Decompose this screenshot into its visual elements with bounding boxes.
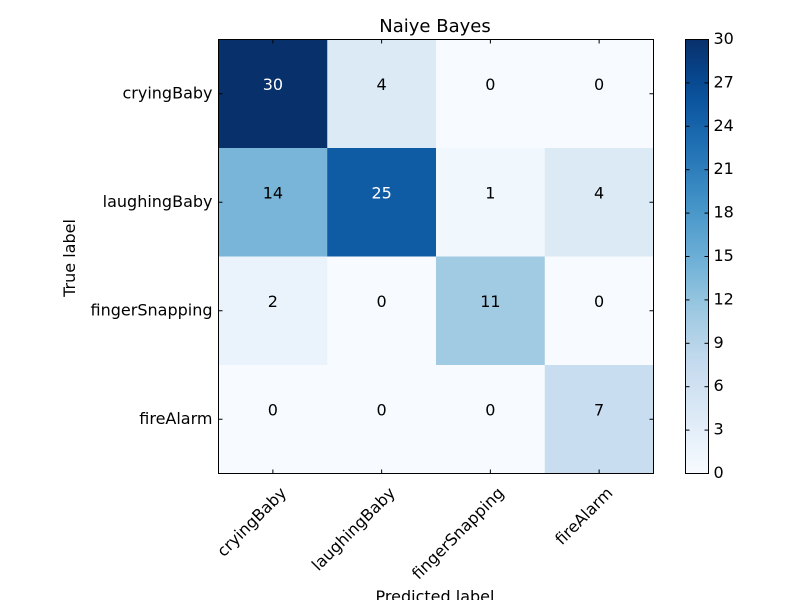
x-tick-label: fingerSnapping (408, 483, 508, 583)
heatmap-cell (436, 148, 546, 257)
cell-value-label: 1 (485, 183, 495, 202)
cell-value-label: 0 (377, 400, 387, 419)
heatmap-cell (327, 148, 437, 257)
colorbar-tick-label: 9 (714, 333, 724, 352)
heatmap-cell (218, 148, 328, 257)
y-tick-label: cryingBaby (123, 83, 213, 102)
colorbar-tick-label: 24 (714, 116, 734, 135)
heatmap-cell (544, 39, 654, 149)
colorbar-tick-label: 6 (714, 376, 724, 395)
cell-value-label: 0 (594, 292, 604, 311)
colorbar-tick-label: 27 (714, 72, 734, 91)
x-tick-label: cryingBaby (213, 483, 290, 560)
cell-value-label: 0 (485, 75, 495, 94)
colorbar-tick-label: 18 (714, 203, 734, 222)
colorbar-tick-label: 12 (714, 289, 734, 308)
cell-value-label: 7 (594, 400, 604, 419)
heatmap-cell (218, 256, 328, 366)
heatmap-cells (218, 39, 654, 474)
colorbar-tick-label: 15 (714, 246, 734, 265)
cell-value-label: 30 (263, 75, 283, 94)
cell-value-label: 4 (594, 183, 604, 202)
x-axis-label: Predicted label (376, 587, 495, 600)
axis-ticks (218, 39, 654, 474)
y-tick-label: laughingBaby (103, 192, 213, 211)
heatmap-cell-labels: 30 4 0 014 25 1 42 0 11 00 0 0 7 (263, 75, 605, 420)
x-tick-label: fireAlarm (551, 483, 616, 548)
plot-frame (218, 39, 654, 474)
colorbar-tick-label: 0 (714, 463, 724, 482)
heatmap-cell (544, 365, 654, 474)
x-tick-labels: cryingBaby laughingBaby fingerSnapping fire… (213, 483, 616, 583)
cell-value-label: 0 (594, 75, 604, 94)
heatmap-cell (218, 365, 328, 474)
colorbar-tick-label: 3 (714, 420, 724, 439)
cell-value-label: 4 (377, 75, 387, 94)
y-tick-labels: cryingBaby laughingBaby fingerSnapping fire… (91, 83, 213, 428)
cell-value-label: 0 (485, 400, 495, 419)
heatmap-cell (218, 39, 328, 149)
y-tick-label: fireAlarm (139, 409, 212, 428)
heatmap-cell (436, 256, 546, 366)
y-tick-label: fingerSnapping (91, 300, 213, 319)
heatmap-cell (436, 365, 546, 474)
cell-value-label: 11 (480, 292, 500, 311)
cell-value-label: 0 (268, 400, 278, 419)
x-tick-label: laughingBaby (308, 483, 399, 574)
colorbar-ticks (685, 39, 709, 474)
chart-title: Naiye Bayes (379, 16, 490, 37)
heatmap-cell (327, 256, 437, 366)
heatmap-cell (327, 39, 437, 149)
colorbar-tick-label: 21 (714, 159, 734, 178)
heatmap-cell (544, 148, 654, 257)
cell-value-label: 0 (377, 292, 387, 311)
y-axis-label: True label (60, 219, 79, 298)
cell-value-label: 2 (268, 292, 278, 311)
cell-value-label: 14 (263, 183, 283, 202)
colorbar-tick-label: 30 (714, 29, 734, 48)
heatmap-cell (544, 256, 654, 366)
heatmap-cell (436, 39, 546, 149)
heatmap-cell (327, 365, 437, 474)
colorbar-tick-labels: 0 3 6 9 12 15 18 21 24 27 30 (714, 29, 734, 482)
cell-value-label: 25 (371, 183, 391, 202)
